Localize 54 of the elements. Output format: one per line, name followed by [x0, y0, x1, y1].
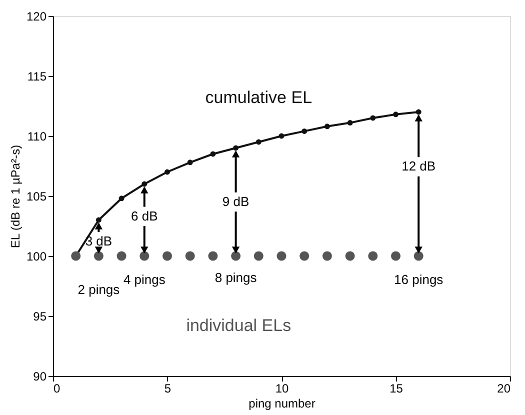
- point: [185, 251, 195, 261]
- point: [140, 251, 150, 261]
- point: [231, 251, 241, 261]
- point: [118, 196, 124, 202]
- point: [391, 251, 400, 261]
- point: [370, 115, 376, 121]
- point: [345, 251, 355, 261]
- point: [368, 251, 378, 261]
- y-tick-label: 100: [26, 250, 47, 264]
- x-axis-title: ping number: [248, 396, 316, 410]
- annotation: 6 dB: [131, 208, 158, 224]
- y-tick-label: 115: [27, 70, 47, 84]
- point: [142, 181, 148, 187]
- annotation: 3 dB: [85, 234, 112, 249]
- x-tick-label: 5: [164, 382, 172, 396]
- point: [256, 139, 262, 145]
- x-tick-label: 10: [275, 382, 289, 396]
- point: [324, 124, 330, 130]
- y-axis-title: EL (dB re 1 µPa²-s): [8, 144, 22, 248]
- y-tick-label: 90: [33, 370, 47, 384]
- annotation: 4 pings: [123, 272, 166, 287]
- point: [322, 251, 332, 261]
- annotation: 8 pings: [214, 270, 258, 285]
- annotation: 12 dB: [402, 158, 436, 174]
- point: [210, 151, 216, 157]
- y-tick-label: 120: [26, 10, 47, 24]
- point: [254, 251, 264, 261]
- point: [164, 169, 170, 175]
- point: [162, 251, 172, 261]
- point: [96, 217, 102, 223]
- x-tick-label: 15: [390, 382, 404, 396]
- point: [187, 160, 193, 166]
- point: [278, 133, 284, 139]
- point: [416, 109, 422, 115]
- point: [300, 251, 310, 261]
- point: [233, 145, 239, 151]
- point: [116, 251, 126, 261]
- point: [276, 251, 286, 261]
- annotation: 9 dB: [222, 194, 250, 209]
- annotation: 16 pings: [394, 272, 444, 287]
- y-tick-label: 95: [33, 310, 47, 324]
- text: individual ELs: [186, 316, 292, 335]
- x-tick-label: 0: [54, 382, 60, 396]
- x-tick-label: 20: [497, 382, 511, 396]
- point: [208, 251, 218, 261]
- series-label: cumulative EL: [205, 88, 312, 107]
- point: [393, 112, 398, 118]
- y-tick-label: 110: [27, 130, 47, 144]
- point: [414, 251, 424, 261]
- point: [94, 251, 104, 261]
- y-tick-label: 105: [26, 190, 47, 204]
- point: [302, 128, 308, 134]
- point: [347, 120, 353, 126]
- annotation: 2 pings: [78, 282, 120, 297]
